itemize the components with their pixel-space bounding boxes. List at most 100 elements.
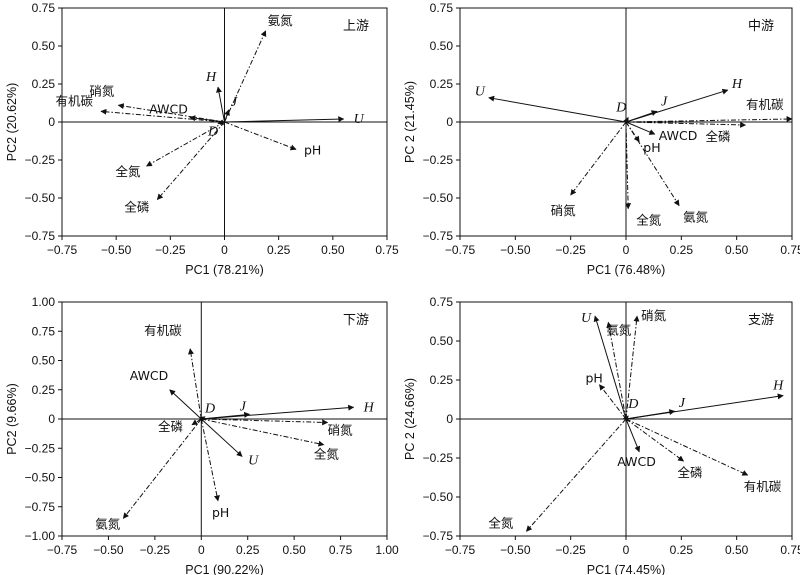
loading-vector — [625, 121, 632, 210]
vector-label: 全磷 — [706, 129, 732, 144]
loading-vector — [224, 109, 230, 123]
y-tick-label: −0.75 — [423, 229, 454, 243]
loading-vector — [622, 415, 629, 423]
x-tick-label: −0.75 — [47, 243, 78, 257]
vector-label: pH — [304, 142, 321, 157]
loading-vector — [625, 418, 641, 453]
loading-vector — [625, 121, 747, 128]
loading-vector — [623, 116, 629, 124]
y-tick-label: 0.25 — [430, 373, 454, 387]
loading-vector — [122, 418, 202, 519]
vector-label: U — [581, 311, 592, 326]
vector-label: 全磷 — [678, 465, 704, 480]
y-tick-label: 1.00 — [32, 295, 56, 309]
vector-label: J — [679, 396, 686, 411]
y-tick-label: 0 — [48, 412, 55, 426]
panel-title: 下游 — [343, 313, 369, 328]
vector-label: AWCD — [130, 368, 169, 383]
vector-label: AWCD — [149, 101, 188, 116]
vector-label: U — [354, 112, 365, 127]
pca-panel-2: −0.75 −0.50 −0.25 0 0.25 0.50 0.75 −0.75 −0.50 −0… — [403, 1, 800, 277]
loading-vector — [198, 416, 206, 423]
vector-label: 全磷 — [124, 200, 150, 215]
y-tick-label: 0 — [446, 115, 453, 129]
y-tick-label: 0 — [48, 115, 55, 129]
loading-vector — [593, 315, 627, 420]
x-tick-label: 0.50 — [725, 543, 749, 557]
x-tick-label: 0.50 — [725, 243, 749, 257]
loading-vector — [200, 418, 243, 457]
x-tick-label: 0.75 — [375, 243, 399, 257]
x-tick-label: 0.25 — [267, 243, 291, 257]
loading-vector — [201, 404, 355, 420]
loading-vector — [625, 116, 793, 123]
loading-vector — [200, 418, 220, 502]
loading-vector — [201, 411, 251, 420]
y-tick-label: 0.25 — [32, 77, 56, 91]
y-tick-label: 0.75 — [430, 1, 454, 15]
vector-label: 全氮 — [488, 515, 514, 530]
panel-title: 中游 — [748, 19, 774, 34]
y-tick-label: −0.25 — [25, 441, 56, 455]
vector-label: 硝氮 — [328, 423, 354, 438]
y-tick-label: −0.75 — [25, 500, 56, 514]
vector-label: 氨氮 — [606, 322, 632, 337]
x-tick-label: −0.75 — [445, 243, 476, 257]
loading-vector — [156, 121, 225, 200]
loading-vector — [201, 418, 329, 426]
loading-vector — [145, 121, 225, 167]
vector-label: pH — [212, 505, 229, 520]
vector-label: 全氮 — [115, 164, 141, 179]
y-axis-title: PC2 (9.66%) — [5, 383, 19, 455]
x-tick-label: 0.50 — [321, 243, 345, 257]
loading-vector — [188, 348, 202, 420]
y-tick-label: 0.25 — [32, 383, 56, 397]
y-tick-label: 0.50 — [430, 39, 454, 53]
vector-label: 全氮 — [636, 213, 662, 228]
vector-label: J — [231, 95, 238, 110]
x-axis-title: PC1 (90.22%) — [185, 563, 264, 575]
x-tick-label: −0.25 — [555, 243, 586, 257]
pca-panel-4: −0.75 −0.50 −0.25 0 0.25 0.50 0.75 −0.75 −0.50 −0… — [403, 295, 800, 575]
vector-label: 全磷 — [158, 419, 184, 434]
vector-label: 有机碳 — [144, 323, 182, 338]
loading-vector — [625, 418, 685, 462]
loading-vector — [599, 384, 627, 420]
y-tick-label: 0.50 — [430, 334, 454, 348]
vector-label: H — [205, 70, 217, 85]
y-tick-label: 0.50 — [32, 39, 56, 53]
vector-label: U — [475, 85, 486, 100]
y-tick-label: −0.25 — [25, 153, 56, 167]
x-tick-label: 0.25 — [236, 543, 260, 557]
loading-vector — [224, 30, 267, 123]
vector-label: 有机碳 — [55, 93, 93, 108]
loading-vector — [625, 315, 640, 420]
x-tick-label: 1.00 — [375, 543, 399, 557]
vector-label: AWCD — [659, 128, 698, 143]
vector-label: H — [731, 77, 743, 92]
x-tick-label: −0.25 — [140, 543, 171, 557]
x-tick-label: −0.50 — [93, 543, 124, 557]
vector-label: H — [363, 400, 375, 415]
vector-label: 氨氮 — [268, 13, 294, 28]
x-tick-label: 0 — [221, 243, 228, 257]
x-tick-label: 0 — [623, 243, 630, 257]
loading-vector — [169, 389, 202, 420]
y-tick-label: −0.50 — [423, 191, 454, 205]
x-tick-label: −0.75 — [445, 543, 476, 557]
x-tick-label: 0.25 — [670, 543, 694, 557]
loading-vector — [606, 321, 627, 420]
vector-label: D — [207, 125, 218, 140]
y-tick-label: −0.25 — [423, 451, 454, 465]
y-tick-label: −0.25 — [423, 153, 454, 167]
vector-label: 有机碳 — [744, 479, 782, 494]
x-tick-label: 0.75 — [329, 543, 353, 557]
y-tick-label: 0 — [446, 412, 453, 426]
x-tick-label: 0 — [198, 543, 205, 557]
vector-label: pH — [585, 371, 602, 386]
vector-label: D — [204, 402, 215, 417]
vector-label: 硝氮 — [89, 83, 115, 98]
pca-panel-1: −0.75 −0.50 −0.25 0 0.25 0.50 0.75 −0.75 −0.50 −0… — [5, 1, 399, 277]
x-tick-label: 0.25 — [670, 243, 694, 257]
x-tick-label: −0.50 — [101, 243, 132, 257]
